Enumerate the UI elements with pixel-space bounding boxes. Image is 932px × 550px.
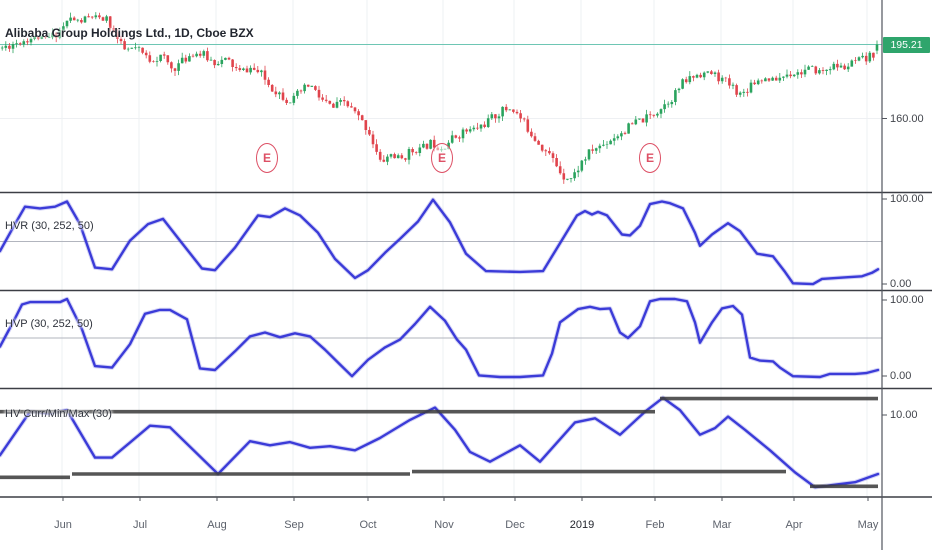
time-axis-label: Jul [132, 519, 148, 531]
time-axis-label: Dec [505, 519, 525, 531]
time-axis-label: Sep [284, 519, 304, 531]
hv-curr-line [0, 396, 880, 489]
price-tick-label: 0.00 [890, 278, 912, 290]
time-axis-label: Apr [785, 519, 803, 531]
indicator-label-hv-curr-min-max[interactable]: HV Curr/Min/Max (30) [5, 408, 112, 420]
time-axis-label: Feb [645, 519, 665, 531]
price-tick-label: 0.00 [890, 370, 912, 382]
price-tick-label: 160.00 [890, 112, 924, 125]
hvp-line [0, 297, 880, 379]
price-axis[interactable] [882, 0, 932, 497]
earnings-marker[interactable]: E [256, 143, 278, 173]
hvr-line [0, 198, 880, 286]
last-price-badge: 195.21 [883, 37, 930, 53]
time-axis-label: Nov [434, 519, 454, 531]
time-axis-label: Jun [54, 519, 72, 531]
time-axis-label: Mar [712, 519, 732, 531]
indicator-label-hvp[interactable]: HVP (30, 252, 50) [5, 318, 93, 330]
time-axis-label: May [857, 519, 879, 531]
earnings-marker[interactable]: E [639, 143, 661, 173]
indicator-label-hvr[interactable]: HVR (30, 252, 50) [5, 220, 94, 232]
time-axis-label: 2019 [569, 519, 595, 531]
price-tick-label: 100.00 [890, 193, 924, 205]
earnings-marker[interactable]: E [431, 143, 453, 173]
price-tick-label: 100.00 [890, 294, 924, 306]
symbol-title: Alibaba Group Holdings Ltd., 1D, Cboe BZ… [5, 26, 254, 40]
time-axis-label: Aug [207, 519, 227, 531]
price-tick-label: 10.00 [890, 409, 918, 421]
time-axis-label: Oct [359, 519, 377, 531]
